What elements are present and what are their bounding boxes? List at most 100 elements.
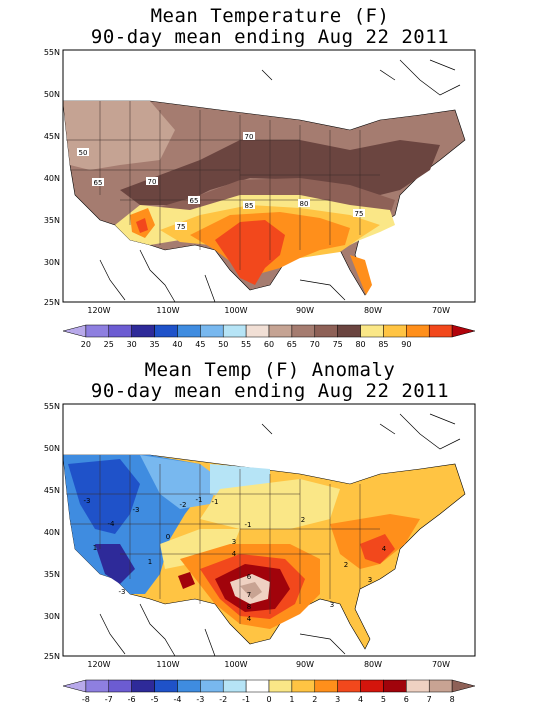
contour-label: 70 — [148, 178, 157, 186]
map1-legend: 20 25 30 35 40 45 50 55 60 65 70 75 80 85 90 — [62, 324, 476, 349]
contour-label: 50 — [79, 149, 88, 157]
contour-label: 4 — [382, 545, 387, 553]
contour-label: 3 — [330, 601, 334, 609]
legend-swatch — [177, 324, 201, 338]
legend-swatch — [245, 679, 270, 693]
legend-value: -5 — [151, 695, 159, 704]
legend-value: 0 — [266, 695, 271, 704]
lat-label: 50N — [44, 444, 60, 453]
legend-value: 90 — [401, 340, 411, 349]
map2-lat-labels: 55N 50N 45N 40N 35N 30N 25N — [44, 402, 60, 661]
legend-swatch — [62, 324, 87, 338]
legend-swatch — [406, 679, 430, 693]
legend-value: -2 — [219, 695, 227, 704]
legend-swatch — [383, 324, 407, 338]
lon-label: 120W — [87, 306, 110, 315]
legend-value: 60 — [264, 340, 274, 349]
map2-coastlines — [99, 413, 461, 657]
contour-label: 1 — [93, 544, 97, 552]
contour-label: 0 — [166, 533, 170, 541]
contour-label: 4 — [232, 550, 237, 558]
legend-value: 1 — [289, 695, 294, 704]
legend-value: -7 — [105, 695, 113, 704]
map2-contour-labels: -3 -3 -4 -3 -2 -1 0 -1 1 2 3 4 6 7 8 4 2… — [84, 496, 387, 623]
contour-label: -4 — [108, 520, 116, 528]
legend-value: -3 — [196, 695, 204, 704]
lon-label: 80W — [364, 660, 382, 669]
legend-swatch — [337, 679, 361, 693]
map2-title-line1: Mean Temp (F) Anomaly — [144, 359, 396, 381]
map1-lon-labels: 120W 110W 100W 90W 80W 70W — [87, 306, 450, 315]
contour-label: -1 — [212, 498, 219, 506]
legend-value: 45 — [195, 340, 205, 349]
legend-swatch — [85, 324, 110, 338]
contour-label: -3 — [84, 497, 91, 505]
legend-swatch — [245, 324, 270, 338]
contour-label: 7 — [247, 591, 251, 599]
legend-swatch — [62, 679, 87, 693]
lon-label: 70W — [432, 306, 450, 315]
map2-lon-labels: 120W 110W 100W 90W 80W 70W — [87, 660, 450, 669]
lon-label: 90W — [296, 306, 314, 315]
contour-label: 65 — [94, 179, 103, 187]
lat-label: 25N — [44, 298, 60, 307]
contour-label: -3 — [133, 506, 140, 514]
legend-value: 4 — [358, 695, 363, 704]
map2-state-lines — [66, 455, 380, 624]
legend-swatch — [337, 324, 361, 338]
legend-swatch — [222, 324, 247, 338]
lon-label: 120W — [87, 660, 110, 669]
contour-label: 80 — [300, 200, 309, 208]
lon-label: 100W — [224, 306, 247, 315]
legend-swatch — [314, 679, 338, 693]
lat-label: 40N — [44, 528, 60, 537]
legend-swatch — [428, 324, 453, 338]
legend-swatch — [383, 679, 407, 693]
lat-label: 55N — [44, 402, 60, 411]
legend-value: 75 — [333, 340, 343, 349]
legend-value: 85 — [378, 340, 388, 349]
map2-legend: -8 -7 -6 -5 -4 -3 -2 -1 0 1 2 3 4 5 6 7 8 — [62, 679, 476, 704]
lat-label: 30N — [44, 612, 60, 621]
contour-label: 1 — [148, 558, 152, 566]
map2-title-line2: 90-day mean ending Aug 22 2011 — [90, 380, 450, 402]
legend-value: 50 — [218, 340, 228, 349]
contour-label: -1 — [196, 496, 203, 504]
legend-value: 40 — [172, 340, 182, 349]
lat-label: 55N — [44, 48, 60, 57]
legend-value: 7 — [427, 695, 432, 704]
contour-label: 70 — [245, 133, 254, 141]
legend-swatch — [451, 679, 476, 693]
legend-value: -6 — [128, 695, 136, 704]
map1-title-line2: 90-day mean ending Aug 22 2011 — [90, 26, 450, 48]
contour-label: 3 — [368, 576, 372, 584]
map2-anomaly: -3 -3 -4 -3 -2 -1 0 -1 1 2 3 4 6 7 8 4 2… — [44, 402, 476, 704]
map1-temperature: 50 65 70 70 65 75 85 80 75 55N 50N 45N 4… — [44, 48, 476, 349]
legend-swatch — [154, 679, 178, 693]
lon-label: 100W — [224, 660, 247, 669]
legend-swatch — [268, 679, 293, 693]
legend-value: 70 — [310, 340, 320, 349]
legend-swatch — [428, 679, 453, 693]
legend-swatch — [314, 324, 338, 338]
contour-label: 6 — [247, 573, 252, 581]
legend-value: -4 — [173, 695, 181, 704]
contour-label: -3 — [119, 588, 126, 596]
legend-swatch — [131, 679, 155, 693]
contour-label: 2 — [344, 561, 348, 569]
legend-value: -1 — [242, 695, 250, 704]
lon-label: 110W — [156, 306, 179, 315]
legend-value: 2 — [312, 695, 317, 704]
legend-swatch — [360, 679, 384, 693]
legend-swatch — [291, 679, 316, 693]
legend-swatch — [360, 324, 384, 338]
contour-label: 4 — [247, 615, 252, 623]
lat-label: 45N — [44, 486, 60, 495]
lat-label: 25N — [44, 652, 60, 661]
contour-label: 85 — [245, 202, 254, 210]
contour-label: 75 — [355, 210, 364, 218]
lat-label: 30N — [44, 258, 60, 267]
legend-swatch — [200, 324, 224, 338]
map1-title-line1: Mean Temperature (F) — [150, 5, 390, 27]
legend-swatch — [222, 679, 247, 693]
